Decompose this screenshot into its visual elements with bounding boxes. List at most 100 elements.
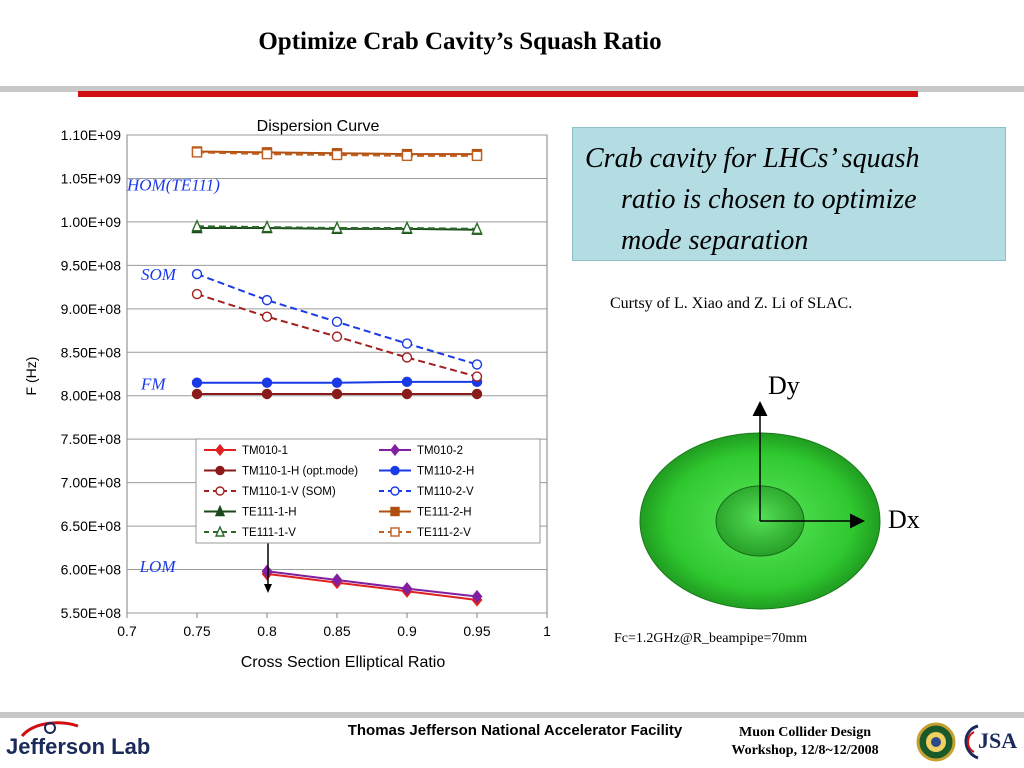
x-tick-label: 0.8 (257, 623, 277, 639)
data-point (331, 331, 343, 342)
footer-facility: Thomas Jefferson National Accelerator Fa… (347, 722, 683, 739)
legend-marker (390, 486, 400, 496)
legend-marker (214, 525, 226, 537)
data-point (261, 377, 273, 388)
footer-workshop-line-1: Muon Collider Design (739, 725, 871, 740)
legend-label: TM110-2-H (417, 466, 474, 478)
header-divider (0, 86, 1024, 92)
x-tick-label: 0.85 (323, 623, 350, 639)
data-point (401, 220, 413, 234)
x-tick-label: 0.75 (183, 623, 210, 639)
credit-text: Curtsy of L. Xiao and Z. Li of SLAC. (610, 295, 853, 312)
annotation-label: LOM (139, 557, 177, 576)
dispersion-chart: 5.50E+08 6.00E+08 6.50E+08 7.00E+08 7.50E+08… (18, 108, 558, 678)
legend-label: TE111-2-V (417, 527, 471, 539)
data-point (191, 219, 203, 232)
logo-swoosh-icon (20, 721, 79, 738)
cavity-svg: Dy Dx (639, 371, 920, 610)
data-point (401, 338, 413, 349)
jsa-text: JSA (978, 728, 1018, 753)
data-point (331, 220, 343, 234)
slide-title: Optimize Crab Cavity’s Squash Ratio (258, 28, 662, 55)
y-tick-label: 8.00E+08 (61, 388, 122, 404)
callout-line-2: ratio is chosen to optimize (621, 184, 917, 215)
data-point (261, 148, 273, 160)
legend-marker (390, 443, 400, 457)
y-tick-label: 1.05E+09 (61, 170, 122, 186)
legend-marker (390, 527, 400, 537)
legend-marker (215, 465, 225, 476)
annotation-label: SOM (141, 265, 177, 284)
x-tick-label: 1 (543, 623, 551, 639)
y-tick-label: 6.50E+08 (61, 518, 122, 534)
series-line-1 (266, 572, 478, 601)
data-point (191, 388, 203, 400)
data-point (401, 376, 413, 388)
data-point (401, 388, 413, 400)
legend-label: TM010-1 (242, 445, 288, 457)
data-point (261, 294, 273, 306)
footer-workshop: Muon Collider Design Workshop, 12/8~12/2… (700, 724, 910, 760)
x-tick-label: 0.9 (397, 623, 417, 639)
data-point (471, 388, 483, 400)
legend-marker (215, 486, 225, 496)
data-point (331, 377, 343, 388)
data-point (331, 573, 343, 587)
legend-marker (390, 465, 400, 476)
legend-marker (390, 506, 400, 517)
legend-label: TM110-1-V (SOM) (242, 486, 336, 498)
y-axis-label: F (Hz) (23, 357, 39, 396)
legend-marker (214, 504, 226, 517)
legend-label: TE111-2-H (417, 507, 472, 519)
logo-text: Jefferson Lab (6, 734, 151, 759)
dy-label: Dy (768, 371, 800, 400)
data-point (331, 149, 343, 161)
jsa-swirl-icon (964, 724, 979, 760)
data-point (471, 589, 483, 604)
callout-line-3: mode separation (621, 225, 809, 256)
data-point (191, 377, 203, 388)
data-point (191, 268, 203, 280)
data-point (471, 371, 483, 382)
data-point (191, 288, 203, 300)
y-tick-label: 8.50E+08 (61, 344, 122, 360)
y-tick-label: 5.50E+08 (61, 605, 122, 621)
y-tick-label: 7.00E+08 (61, 475, 122, 491)
dx-label: Dx (888, 505, 920, 534)
y-tick-label: 6.00E+08 (61, 562, 122, 578)
series-line-9 (196, 225, 478, 230)
accent-bar (78, 91, 918, 97)
series-line-2 (266, 570, 478, 598)
data-point (401, 352, 413, 363)
legend-label: TM110-2-V (417, 486, 474, 498)
legend-marker (215, 443, 225, 457)
callout-line-1: Crab cavity for LHCs’ squash (585, 143, 920, 174)
data-point (261, 388, 273, 400)
annotation-label: FM (140, 375, 166, 394)
x-axis-label: Cross Section Elliptical Ratio (241, 654, 446, 671)
y-tick-label: 1.00E+09 (61, 214, 122, 230)
doe-seal-icon (916, 722, 956, 762)
cavity-cross-section: Dy Dx (630, 360, 950, 620)
data-point (471, 359, 483, 370)
data-point (401, 150, 413, 162)
chart-svg: 5.50E+08 6.00E+08 6.50E+08 7.00E+08 7.50E+08… (23, 118, 551, 671)
annotation-label: HOM(TE111) (126, 176, 220, 195)
series-line-10 (196, 151, 477, 157)
data-point (261, 311, 273, 322)
legend-box (195, 438, 541, 544)
x-tick-label: 0.7 (117, 623, 137, 639)
y-tick-label: 9.50E+08 (61, 257, 122, 273)
jefferson-lab-logo: Jefferson Lab (6, 720, 166, 764)
jsa-logo: JSA (960, 720, 1020, 764)
legend-label: TM010-2 (417, 445, 463, 457)
frequency-note: Fc=1.2GHz@R_beampipe=70mm (614, 631, 808, 646)
data-point (261, 564, 273, 578)
data-point (331, 316, 343, 328)
data-point (401, 582, 413, 596)
legend-label: TE111-1-H (242, 507, 297, 519)
data-point (331, 388, 343, 400)
lom-arrowhead (264, 584, 272, 593)
y-tick-label: 1.10E+09 (61, 127, 122, 143)
footer-divider (0, 712, 1024, 718)
